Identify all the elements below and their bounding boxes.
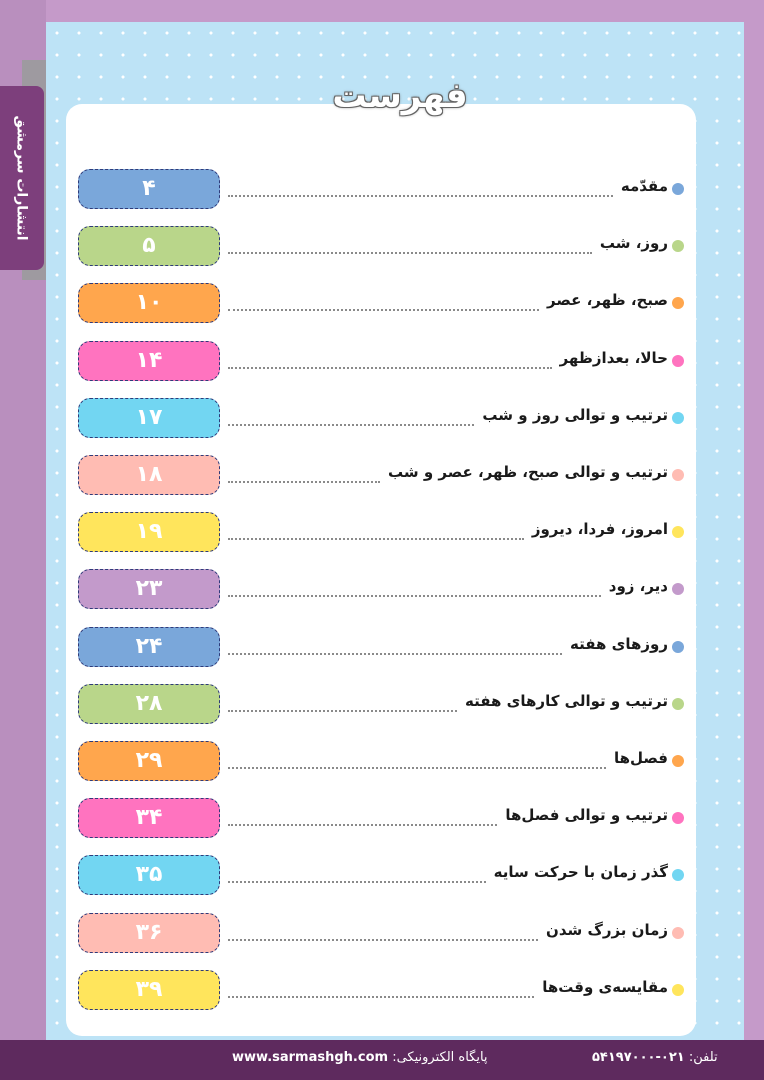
toc-row[interactable]: ۱۸ ترتیب و توالی صبح، ظهر، عصر و شب bbox=[78, 455, 684, 501]
bullet-icon bbox=[672, 641, 684, 653]
bullet-icon bbox=[672, 927, 684, 939]
bullet-icon bbox=[672, 412, 684, 424]
page-number-badge: ۲۳ bbox=[78, 569, 220, 609]
footer-website: پایگاه الکترونیکی: www.sarmashgh.com bbox=[232, 1050, 488, 1065]
dot-leader bbox=[228, 824, 497, 826]
page-number-badge: ۴ bbox=[78, 169, 220, 209]
toc-title: حالا، بعدازظهر bbox=[559, 349, 668, 367]
bullet-icon bbox=[672, 183, 684, 195]
website-link[interactable]: www.sarmashgh.com bbox=[232, 1050, 389, 1065]
website-label: پایگاه الکترونیکی: bbox=[392, 1050, 488, 1065]
toc-title: صبح، ظهر، عصر bbox=[547, 291, 668, 309]
toc-row[interactable]: ۳۶ زمان بزرگ شدن bbox=[78, 913, 684, 959]
dot-leader bbox=[228, 881, 486, 883]
page-title: فهرست bbox=[332, 76, 468, 116]
page-number-badge: ۲۹ bbox=[78, 741, 220, 781]
toc-row[interactable]: ۵ روز، شب bbox=[78, 226, 684, 272]
bullet-icon bbox=[672, 984, 684, 996]
toc-row[interactable]: ۱۷ ترتیب و توالی روز و شب bbox=[78, 398, 684, 444]
toc-title: فصل‌ها bbox=[613, 749, 668, 767]
page-number-badge: ۱۷ bbox=[78, 398, 220, 438]
dot-leader bbox=[228, 595, 601, 597]
page-number-badge: ۲۸ bbox=[78, 684, 220, 724]
publisher-name: انتشارات سرمشق bbox=[14, 115, 30, 241]
toc-row[interactable]: ۳۵ گذر زمان با حرکت سایه bbox=[78, 855, 684, 901]
footer-phone: تلفن: ۰۲۱-۵۴۱۹۷۰۰۰ bbox=[592, 1050, 718, 1065]
toc-row[interactable]: ۱۹ امروز، فردا، دیروز bbox=[78, 512, 684, 558]
dot-leader bbox=[228, 939, 538, 941]
footer-bar bbox=[0, 1040, 764, 1080]
dot-leader bbox=[228, 710, 457, 712]
toc-title: ترتیب و توالی روز و شب bbox=[482, 406, 668, 424]
toc-title: روزهای هفته bbox=[569, 635, 668, 653]
dot-leader bbox=[228, 424, 474, 426]
toc-row[interactable]: ۴ مقدّمه bbox=[78, 169, 684, 215]
dot-leader bbox=[228, 538, 524, 540]
toc-row[interactable]: ۳۹ مقایسه‌ی وقت‌ها bbox=[78, 970, 684, 1016]
toc-title: روز، شب bbox=[599, 234, 668, 252]
dot-leader bbox=[228, 653, 562, 655]
bullet-icon bbox=[672, 755, 684, 767]
dot-leader bbox=[228, 252, 592, 254]
dot-leader bbox=[228, 309, 539, 311]
page-number-badge: ۳۹ bbox=[78, 970, 220, 1010]
dot-leader bbox=[228, 367, 552, 369]
top-border bbox=[0, 0, 764, 22]
toc-row[interactable]: ۲۸ ترتیب و توالی کارهای هفته bbox=[78, 684, 684, 730]
bullet-icon bbox=[672, 812, 684, 824]
bullet-icon bbox=[672, 698, 684, 710]
publisher-tab: انتشارات سرمشق bbox=[0, 86, 44, 270]
dot-leader bbox=[228, 195, 613, 197]
toc-row[interactable]: ۲۳ دیر، زود bbox=[78, 569, 684, 615]
bullet-icon bbox=[672, 297, 684, 309]
page-number-badge: ۳۴ bbox=[78, 798, 220, 838]
bullet-icon bbox=[672, 869, 684, 881]
toc-title: ترتیب و توالی صبح، ظهر، عصر و شب bbox=[388, 463, 668, 481]
page-number-badge: ۱۹ bbox=[78, 512, 220, 552]
toc-row[interactable]: ۱۰ صبح، ظهر، عصر bbox=[78, 283, 684, 329]
toc-title: امروز، فردا، دیروز bbox=[531, 520, 668, 538]
bullet-icon bbox=[672, 355, 684, 367]
toc-title: ترتیب و توالی فصل‌ها bbox=[505, 806, 668, 824]
phone-label: تلفن: bbox=[688, 1050, 718, 1065]
page-number-badge: ۵ bbox=[78, 226, 220, 266]
toc-title: دیر، زود bbox=[608, 577, 668, 595]
bullet-icon bbox=[672, 240, 684, 252]
page-number-badge: ۱۸ bbox=[78, 455, 220, 495]
toc-title: زمان بزرگ شدن bbox=[546, 921, 668, 939]
dot-leader bbox=[228, 481, 380, 483]
toc-row[interactable]: ۲۹ فصل‌ها bbox=[78, 741, 684, 787]
toc-row[interactable]: ۲۴ روزهای هفته bbox=[78, 627, 684, 673]
bullet-icon bbox=[672, 583, 684, 595]
dot-leader bbox=[228, 767, 606, 769]
page-number-badge: ۳۶ bbox=[78, 913, 220, 953]
toc-title: مقدّمه bbox=[620, 177, 668, 195]
toc-row[interactable]: ۱۴ حالا، بعدازظهر bbox=[78, 341, 684, 387]
page-number-badge: ۲۴ bbox=[78, 627, 220, 667]
bullet-icon bbox=[672, 526, 684, 538]
toc-title: مقایسه‌ی وقت‌ها bbox=[542, 978, 668, 996]
phone-number: ۰۲۱-۵۴۱۹۷۰۰۰ bbox=[592, 1050, 685, 1065]
bullet-icon bbox=[672, 469, 684, 481]
toc-title: ترتیب و توالی کارهای هفته bbox=[465, 692, 668, 710]
toc-title: گذر زمان با حرکت سایه bbox=[493, 863, 668, 881]
page-number-badge: ۳۵ bbox=[78, 855, 220, 895]
toc-row[interactable]: ۳۴ ترتیب و توالی فصل‌ها bbox=[78, 798, 684, 844]
page-number-badge: ۱۰ bbox=[78, 283, 220, 323]
dot-leader bbox=[228, 996, 534, 998]
page-number-badge: ۱۴ bbox=[78, 341, 220, 381]
